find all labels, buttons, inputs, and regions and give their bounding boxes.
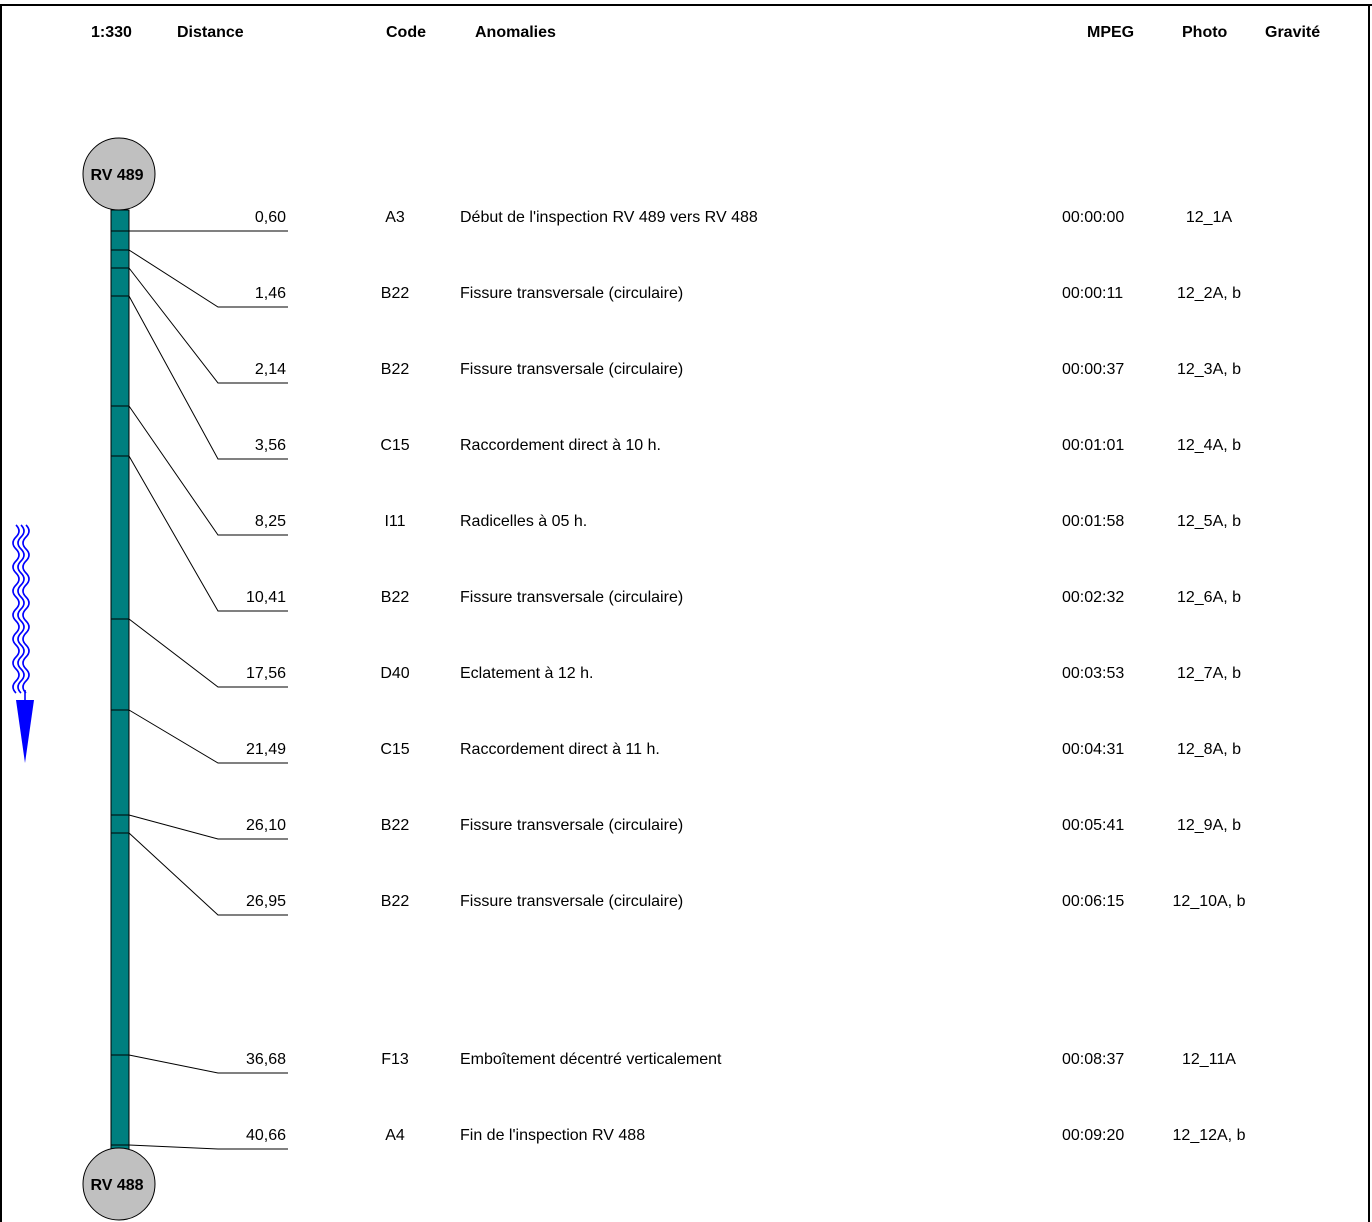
manhole-start-label: RV 489 <box>90 167 143 184</box>
anomaly-text: Fissure transversale (circulaire) <box>460 361 684 378</box>
photo-ref: 12_2A, b <box>1176 285 1242 302</box>
leader-line <box>128 814 288 840</box>
distance-value: 10,41 <box>245 589 286 606</box>
leader-line <box>128 709 288 764</box>
leader-line <box>128 1054 288 1074</box>
code-value: A4 <box>385 1127 405 1144</box>
header-gravite: Gravité <box>1265 24 1321 41</box>
table-row: 40,66 A4 Fin de l'inspection RV 488 00:09:2… <box>0 1127 1372 1149</box>
code-value: C15 <box>380 741 410 758</box>
anomaly-text: Fissure transversale (circulaire) <box>460 285 684 302</box>
header-anomalies: Anomalies <box>475 24 556 41</box>
anomaly-text: Raccordement direct à 10 h. <box>460 437 661 454</box>
flow-direction-arrow-icon <box>12 524 34 763</box>
photo-ref: 12_11A <box>1182 1051 1236 1068</box>
anomaly-text: Fissure transversale (circulaire) <box>460 893 684 910</box>
code-value: B22 <box>380 589 410 606</box>
code-value: B22 <box>380 817 410 834</box>
distance-value: 1,46 <box>254 285 286 302</box>
code-value: B22 <box>380 285 410 302</box>
mpeg-timecode: 00:01:58 <box>1062 513 1125 530</box>
code-value: B22 <box>380 893 410 910</box>
table-row: 26,95 B22 Fissure transversale (circulaire… <box>0 893 1372 915</box>
table-row: 0,60 A3 Début de l'inspection RV 489 vers … <box>0 209 1372 231</box>
anomaly-text: Radicelles à 05 h. <box>460 513 588 530</box>
mpeg-timecode: 00:06:15 <box>1062 893 1125 910</box>
photo-ref: 12_6A, b <box>1176 589 1242 606</box>
photo-ref: 12_7A, b <box>1176 665 1242 682</box>
mpeg-timecode: 00:01:01 <box>1062 437 1125 454</box>
leader-line <box>128 832 288 916</box>
header-photo: Photo <box>1182 24 1228 41</box>
mpeg-timecode: 00:04:31 <box>1062 741 1125 758</box>
table-row: 26,10 B22 Fissure transversale (circulaire… <box>0 817 1372 839</box>
leader-line <box>128 249 288 308</box>
leader-lines <box>111 230 288 1150</box>
anomaly-text: Emboîtement décentré verticalement <box>460 1051 722 1068</box>
header-code: Code <box>386 24 426 41</box>
photo-ref: 12_10A, b <box>1172 893 1246 910</box>
header-scale: 1:330 <box>91 24 132 41</box>
distance-value: 26,10 <box>245 817 286 834</box>
code-value: B22 <box>380 361 410 378</box>
photo-ref: 12_1A <box>1185 209 1233 226</box>
distance-value: 21,49 <box>245 741 286 758</box>
table-row: 36,68 F13 Emboîtement décentré verticaleme… <box>0 1051 1372 1073</box>
manhole-start: RV 489 <box>82 137 156 211</box>
distance-value: 2,14 <box>254 361 286 378</box>
table-row: 17,56 D40 Eclatement à 12 h. 00:03:53 12_7A,… <box>0 665 1372 687</box>
distance-value: 40,66 <box>245 1127 286 1144</box>
distance-value: 3,56 <box>254 437 286 454</box>
table-row: 2,14 B22 Fissure transversale (circulaire)… <box>0 361 1372 383</box>
distance-value: 8,25 <box>254 513 286 530</box>
anomaly-text: Fissure transversale (circulaire) <box>460 817 684 834</box>
mpeg-timecode: 00:05:41 <box>1062 817 1125 834</box>
mpeg-timecode: 00:00:00 <box>1062 209 1125 226</box>
code-value: C15 <box>380 437 410 454</box>
mpeg-timecode: 00:00:37 <box>1062 361 1125 378</box>
photo-ref: 12_12A, b <box>1172 1127 1246 1144</box>
mpeg-timecode: 00:09:20 <box>1062 1127 1125 1144</box>
leader-line <box>128 618 288 688</box>
distance-value: 36,68 <box>245 1051 286 1068</box>
manhole-end-label: RV 488 <box>90 1177 143 1194</box>
table-row: 8,25 I11 Radicelles à 05 h. 00:01:58 12_5A, … <box>0 513 1372 535</box>
header-mpeg: MPEG <box>1087 24 1135 41</box>
mpeg-timecode: 00:00:11 <box>1062 285 1124 302</box>
distance-value: 0,60 <box>254 209 286 226</box>
mpeg-timecode: 00:03:53 <box>1062 665 1125 682</box>
leader-line <box>128 295 288 460</box>
photo-ref: 12_5A, b <box>1176 513 1242 530</box>
table-row: 10,41 B22 Fissure transversale (circulaire… <box>0 589 1372 611</box>
photo-ref: 12_4A, b <box>1176 437 1242 454</box>
distance-value: 26,95 <box>245 893 286 910</box>
table-row: 21,49 C15 Raccordement direct à 11 h. 00:04… <box>0 741 1372 763</box>
photo-ref: 12_8A, b <box>1176 741 1242 758</box>
anomaly-text: Eclatement à 12 h. <box>460 665 594 682</box>
table-row: 3,56 C15 Raccordement direct à 10 h. 00:01:… <box>0 437 1372 459</box>
leader-line <box>128 267 288 384</box>
mpeg-timecode: 00:08:37 <box>1062 1051 1125 1068</box>
code-value: A3 <box>385 209 405 226</box>
photo-ref: 12_3A, b <box>1176 361 1242 378</box>
anomaly-text: Raccordement direct à 11 h. <box>460 741 660 758</box>
table-row: 1,46 B22 Fissure transversale (circulaire)… <box>0 285 1372 307</box>
mpeg-timecode: 00:02:32 <box>1062 589 1125 606</box>
anomaly-text: Début de l'inspection RV 489 vers RV 488 <box>460 209 758 226</box>
header-distance: Distance <box>177 24 244 41</box>
anomaly-text: Fissure transversale (circulaire) <box>460 589 684 606</box>
code-value: F13 <box>381 1051 409 1068</box>
anomaly-text: Fin de l'inspection RV 488 <box>460 1127 646 1144</box>
manhole-end: RV 488 <box>82 1147 156 1221</box>
leader-line <box>128 405 288 536</box>
leader-line <box>128 1144 288 1150</box>
code-value: I11 <box>384 513 406 530</box>
leader-line <box>128 455 288 612</box>
code-value: D40 <box>380 665 410 682</box>
distance-value: 17,56 <box>245 665 286 682</box>
photo-ref: 12_9A, b <box>1176 817 1242 834</box>
